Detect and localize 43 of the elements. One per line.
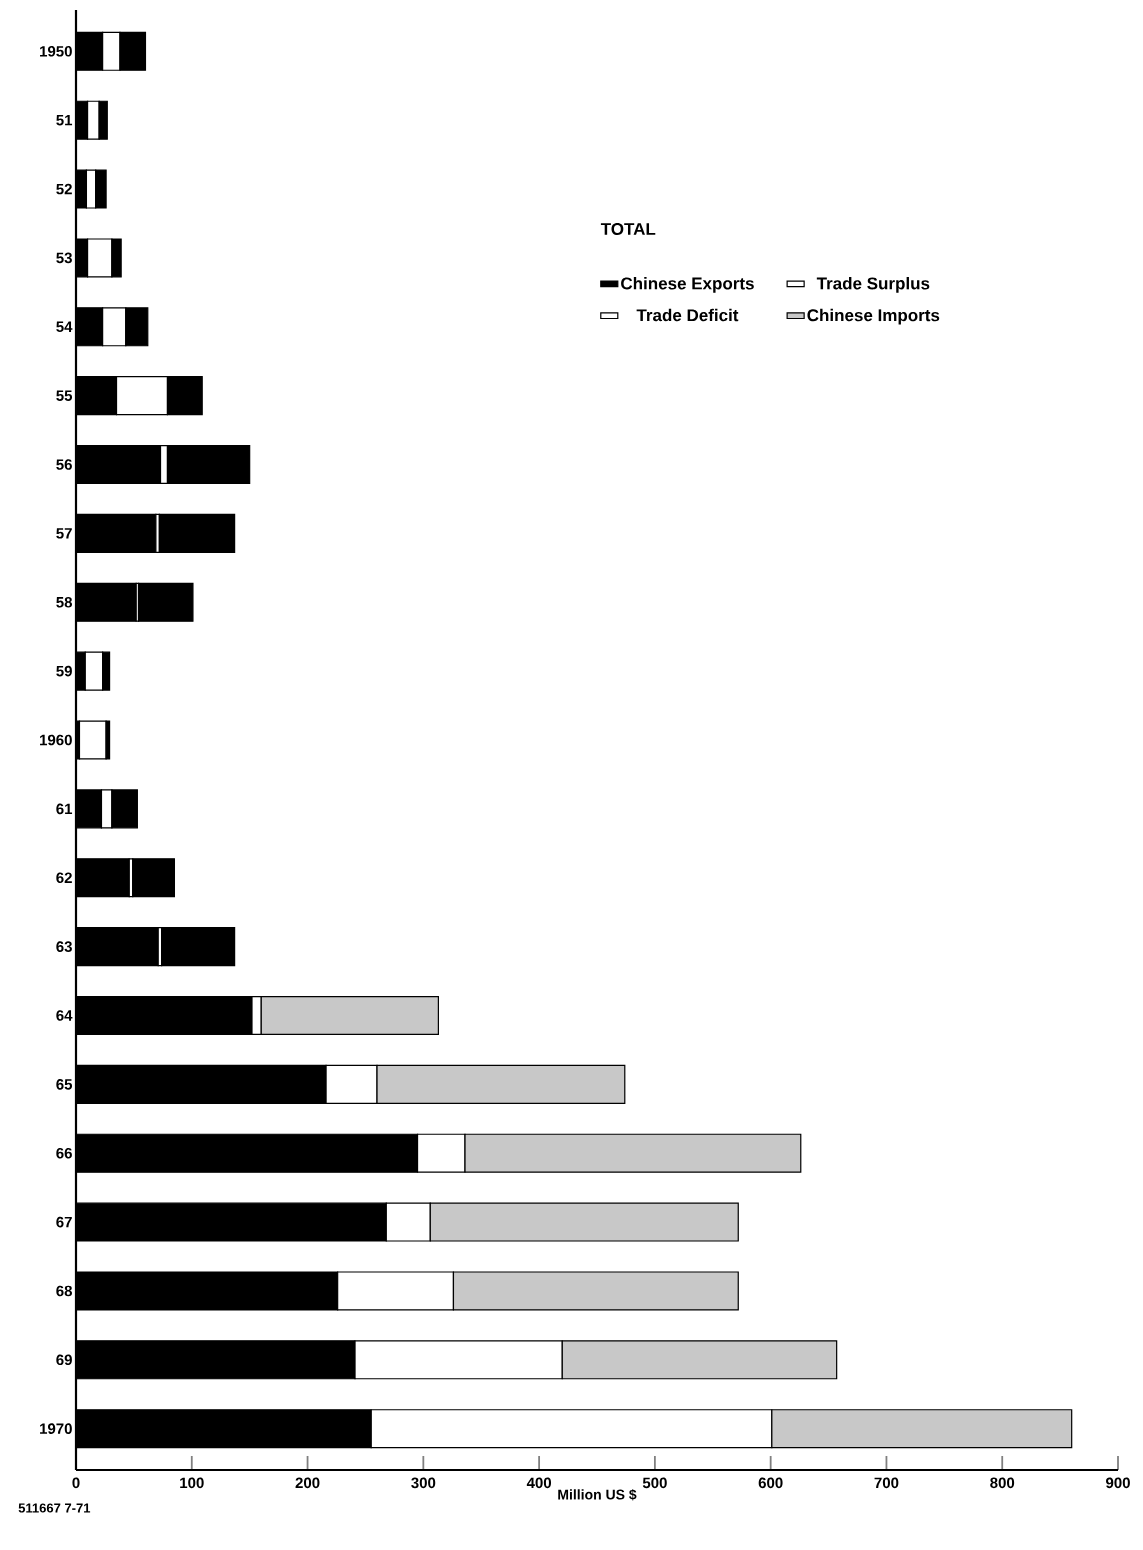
x-tick-label: 200	[295, 1477, 320, 1489]
y-tick-label: 67	[56, 1216, 72, 1228]
y-tick-label: 51	[56, 114, 73, 126]
bar	[132, 858, 176, 898]
annotation: Trade Deficit	[636, 308, 739, 322]
bar	[161, 927, 236, 967]
x-tick-label: 300	[411, 1477, 436, 1489]
y-tick-label: 66	[56, 1147, 72, 1159]
x-tick-label: 600	[758, 1477, 783, 1489]
legend-title: TOTAL	[600, 222, 656, 236]
y-tick-label: 68	[56, 1285, 73, 1297]
y-tick-label: 55	[56, 390, 73, 401]
y-tick-label: 1950	[40, 46, 72, 57]
y-tick-label: 1970	[40, 1423, 72, 1434]
y-tick-label: 69	[56, 1354, 72, 1366]
y-tick-label: 61	[56, 803, 73, 815]
legend-label: Trade Surplus	[816, 276, 930, 293]
y-tick-label: 63	[56, 941, 72, 952]
y-tick-label: 53	[56, 252, 72, 264]
y-tick-label: 52	[56, 183, 72, 195]
bar	[78, 720, 107, 760]
y-tick-label: 56	[56, 459, 72, 470]
y-tick-label: 59	[56, 665, 72, 677]
x-tick-label: 0	[72, 1477, 80, 1489]
y-tick-label: 62	[56, 872, 72, 884]
y-tick-label: 1960	[40, 734, 72, 746]
legend-label: Chinese Exports	[621, 276, 754, 293]
x-axis-title: Million US $	[558, 1489, 637, 1501]
x-tick-label: 800	[990, 1477, 1015, 1489]
bar	[137, 582, 194, 622]
x-tick-label: 700	[874, 1477, 899, 1489]
y-tick-label: 58	[56, 596, 73, 608]
x-tick-label: 400	[526, 1477, 552, 1489]
y-tick-label: 64	[56, 1010, 73, 1021]
y-tick-label: 65	[56, 1079, 73, 1090]
legend-label: Chinese Imports	[807, 308, 940, 325]
x-tick-label: 500	[642, 1477, 667, 1489]
y-tick-label: 54	[56, 321, 73, 333]
text: 511667 7-71	[18, 1503, 91, 1513]
y-tick-label: 57	[56, 528, 72, 539]
bar	[158, 513, 236, 553]
x-tick-label: 100	[180, 1477, 204, 1489]
x-tick-label: 900	[1106, 1477, 1130, 1489]
